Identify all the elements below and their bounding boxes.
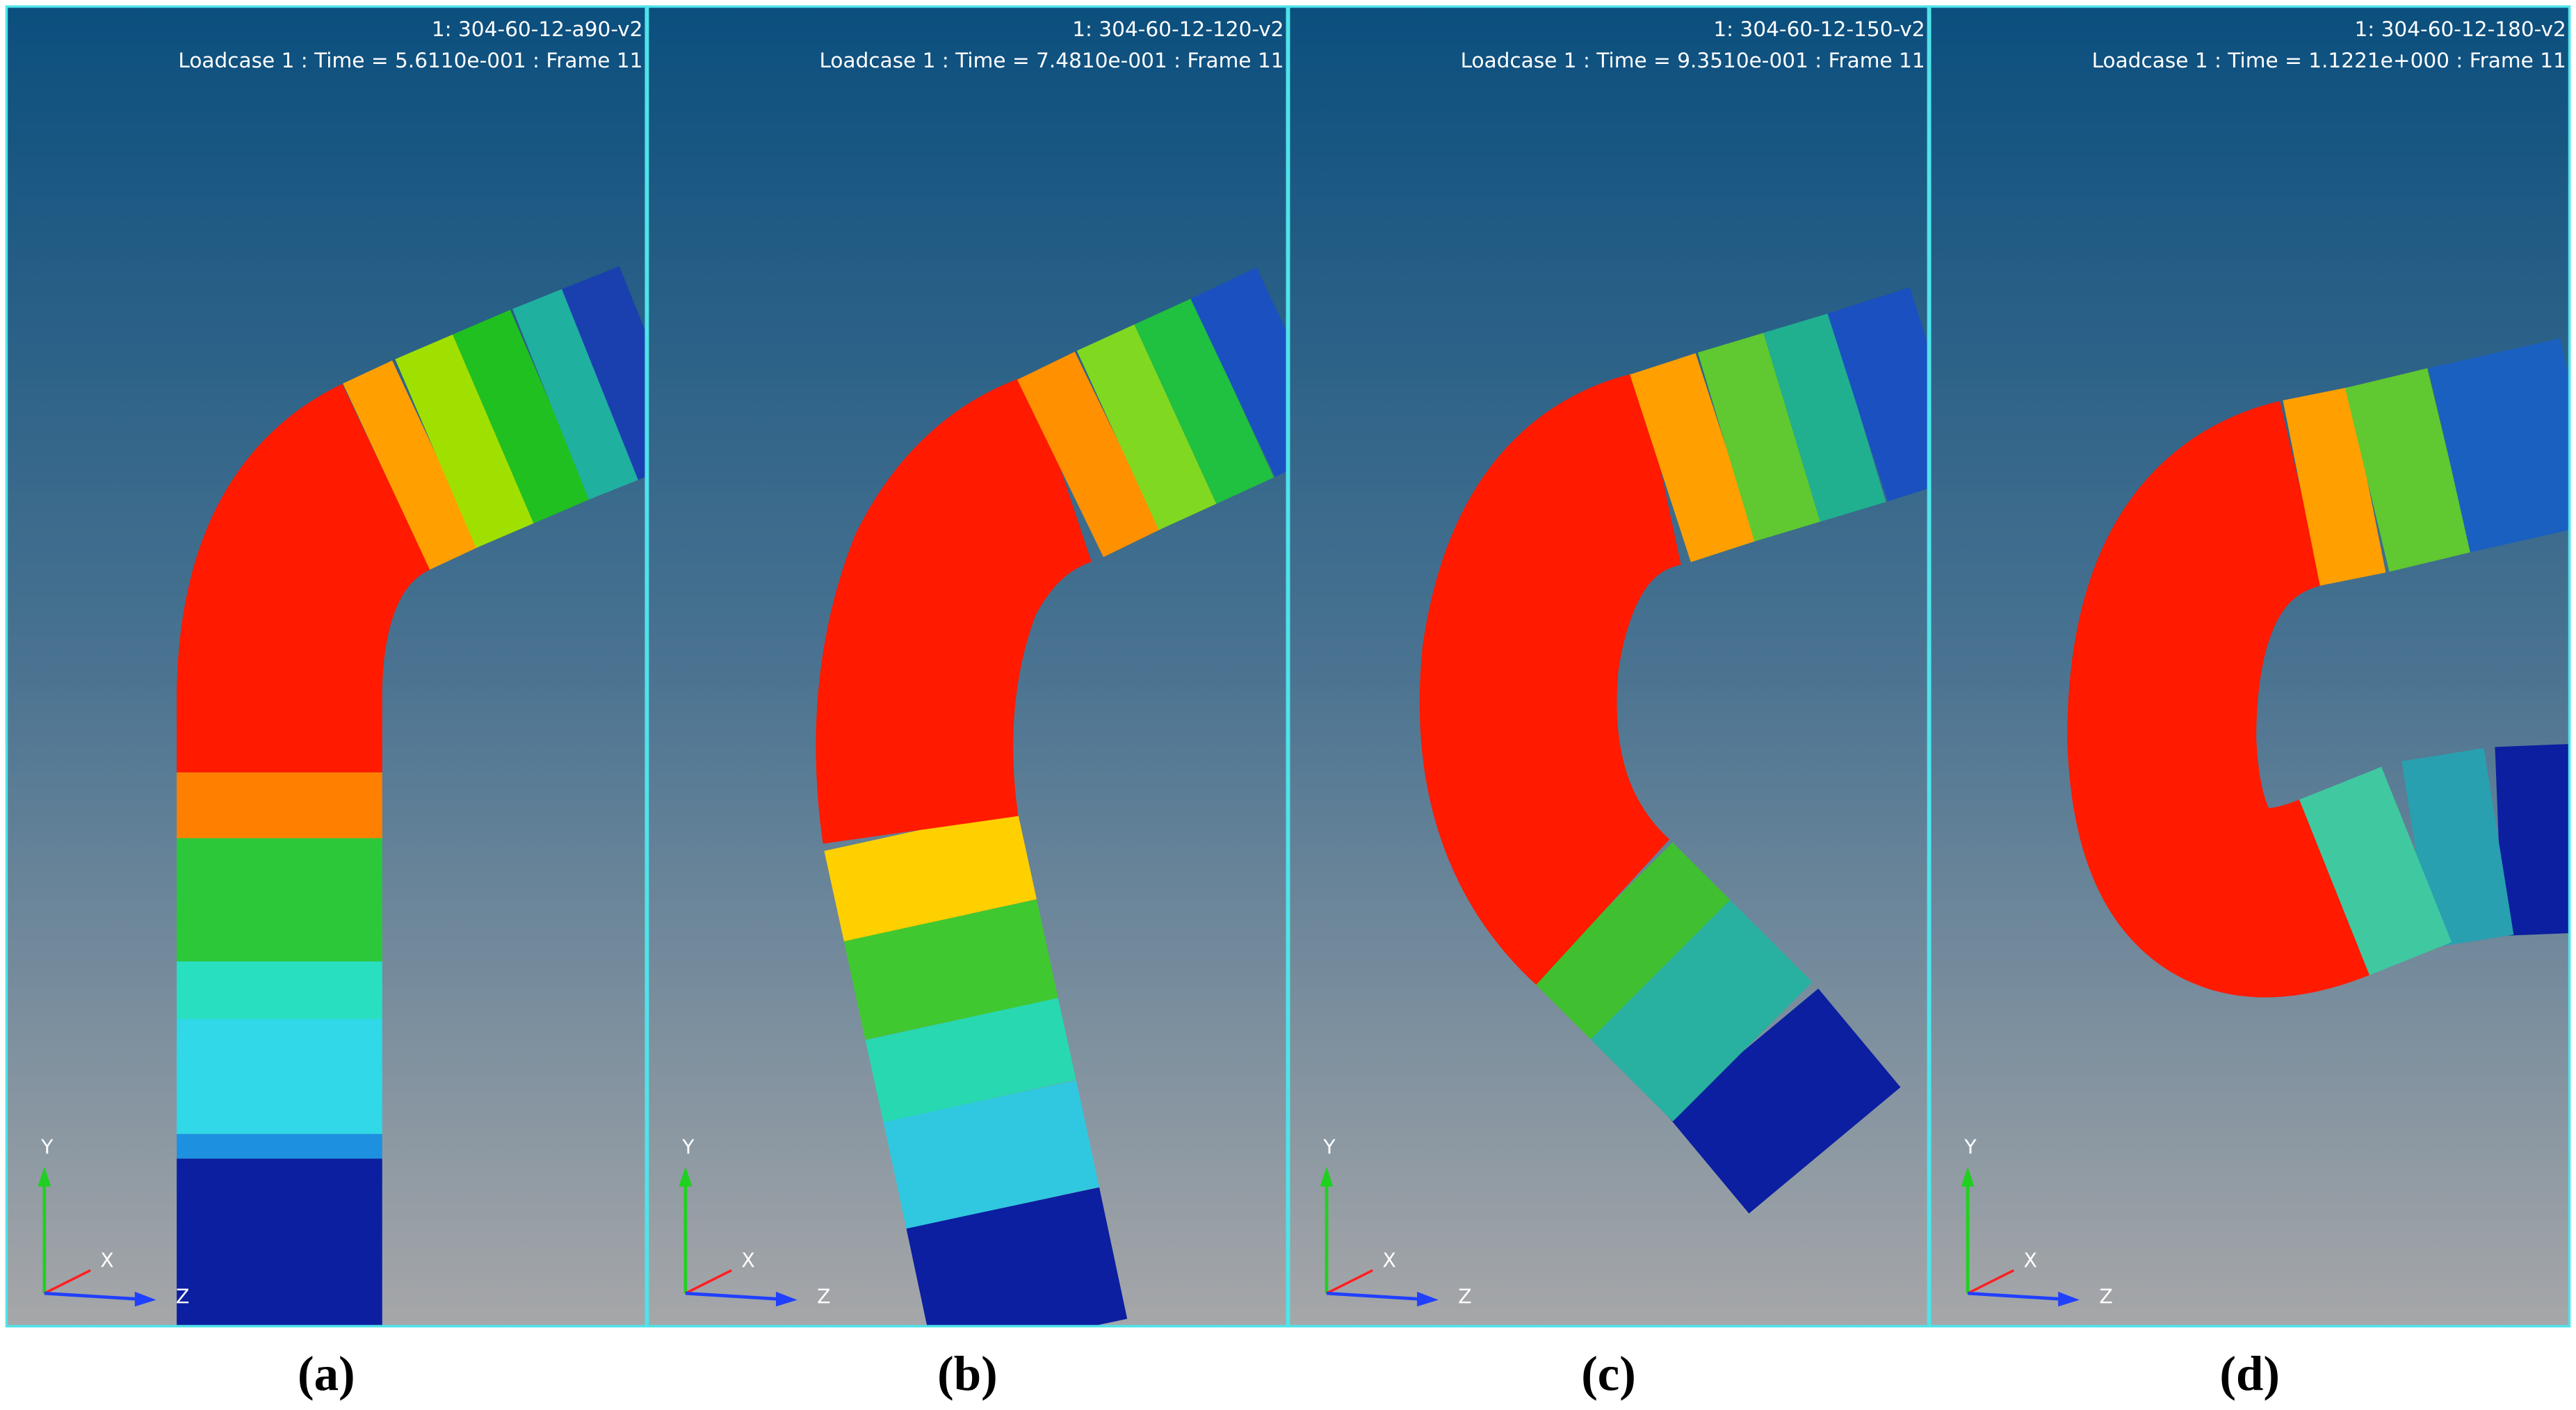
viewport-border [5, 5, 647, 1328]
axis-y-head [1961, 1167, 1975, 1187]
pipe-contour-band [1532, 842, 1731, 1039]
pipe-contour-band [2344, 368, 2472, 572]
pipe-contour-band [2401, 747, 2514, 948]
axis-z-arrow [685, 1291, 793, 1302]
axis-y-label: Y [681, 1135, 695, 1158]
axis-z-head [775, 1291, 797, 1307]
axis-z-label: Z [176, 1285, 189, 1308]
axis-x-arrow [44, 1269, 91, 1295]
axis-x-label: X [2024, 1249, 2037, 1272]
axis-y-label: Y [1963, 1135, 1977, 1158]
pipe-contour-band [1827, 287, 1929, 502]
axis-x-label: X [741, 1249, 754, 1272]
axis-z-head [1417, 1291, 1439, 1307]
axis-x-arrow [1967, 1269, 2015, 1295]
pipe-contour-band [343, 360, 480, 570]
pipe-contour-band [512, 289, 638, 500]
pipe-contour-band [1667, 988, 1901, 1214]
pipe-contour-band [562, 266, 647, 480]
pipe-contour-band [1697, 332, 1820, 542]
panel-caption: (d) [2219, 1347, 2280, 1402]
loadcase-info: Loadcase 1 : Time = 5.6110e-001 : Frame … [178, 49, 642, 72]
pipe-contour-band [1419, 371, 1685, 985]
pipe-contour-band [2067, 400, 2370, 998]
pipe-model [1419, 287, 1929, 1214]
panel: 1: 304-60-12-150-v2 Loadcase 1 : Time = 9… [1287, 5, 1930, 1402]
axis-y-label: Y [1322, 1135, 1336, 1158]
pipe-model [816, 267, 1288, 1327]
pipe-model [2067, 338, 2570, 998]
viewport-border [1287, 5, 1930, 1328]
pipe-contour-band [824, 809, 1037, 941]
pipe-contour-band [2495, 744, 2570, 936]
pipe-contour-band [816, 375, 1094, 844]
axis-z-label: Z [817, 1285, 830, 1308]
axis-x-arrow [685, 1269, 732, 1295]
loadcase-info: Loadcase 1 : Time = 1.1221e+000 : Frame … [2092, 49, 2566, 72]
panel: 1: 304-60-12-180-v2 Loadcase 1 : Time = 1… [1929, 5, 2571, 1402]
pipe-contour-band [883, 1080, 1099, 1229]
axis-x-arrow [1326, 1269, 1374, 1295]
panel: 1: 304-60-12-120-v2 Loadcase 1 : Time = 7… [646, 5, 1289, 1402]
axis-z-arrow [44, 1291, 152, 1302]
pipe-contour-band [2299, 766, 2452, 975]
viewport-border [1929, 5, 2571, 1328]
pipe-contour-band [453, 309, 592, 524]
pipe-contour-band [906, 1187, 1128, 1327]
axis-x-label: X [100, 1249, 113, 1272]
viewport-border [646, 5, 1289, 1328]
model-title: 1: 304-60-12-180-v2 [2354, 17, 2566, 41]
pipe-contour-band [2429, 338, 2570, 553]
pipe-contour-band [1076, 324, 1217, 530]
axis-z-arrow [1968, 1291, 2075, 1302]
axis-z-head [2058, 1291, 2080, 1307]
axis-x-label: X [1382, 1249, 1395, 1272]
axis-z-label: Z [2099, 1285, 2112, 1308]
pipe-contour-band [1763, 313, 1886, 522]
axis-y-label: Y [40, 1135, 54, 1158]
model-title: 1: 304-60-12-a90-v2 [432, 17, 643, 41]
axis-y-head [38, 1167, 51, 1187]
panel-caption: (a) [298, 1347, 355, 1402]
axis-z-label: Z [1458, 1285, 1471, 1308]
model-title: 1: 304-60-12-120-v2 [1072, 17, 1283, 41]
pipe-contour-band [2283, 387, 2386, 586]
axis-z-head [134, 1291, 156, 1307]
axis-y-head [1320, 1167, 1334, 1187]
loadcase-info: Loadcase 1 : Time = 7.4810e-001 : Frame … [819, 49, 1283, 72]
pipe-contour-band [395, 334, 534, 549]
pipe-contour-band [1630, 353, 1757, 562]
panel: 1: 304-60-12-a90-v2 Loadcase 1 : Time = 5… [5, 5, 647, 1402]
pipe-contour-band [177, 384, 434, 772]
pipe-contour-band [865, 997, 1076, 1123]
loadcase-info: Loadcase 1 : Time = 9.3510e-001 : Frame … [1461, 49, 1925, 72]
pipe-contour-band [843, 899, 1058, 1040]
pipe-contour-band [1190, 267, 1288, 477]
pipe-contour-band [1590, 900, 1813, 1122]
pipe-contour-band [1017, 351, 1161, 558]
pipe-contour-band [1134, 298, 1274, 504]
pipe-model [177, 266, 647, 1327]
panel-caption: (c) [1581, 1347, 1636, 1402]
model-title: 1: 304-60-12-150-v2 [1713, 17, 1925, 41]
axis-y-head [679, 1167, 692, 1187]
axis-z-arrow [1326, 1291, 1434, 1302]
panel-caption: (b) [937, 1347, 998, 1402]
